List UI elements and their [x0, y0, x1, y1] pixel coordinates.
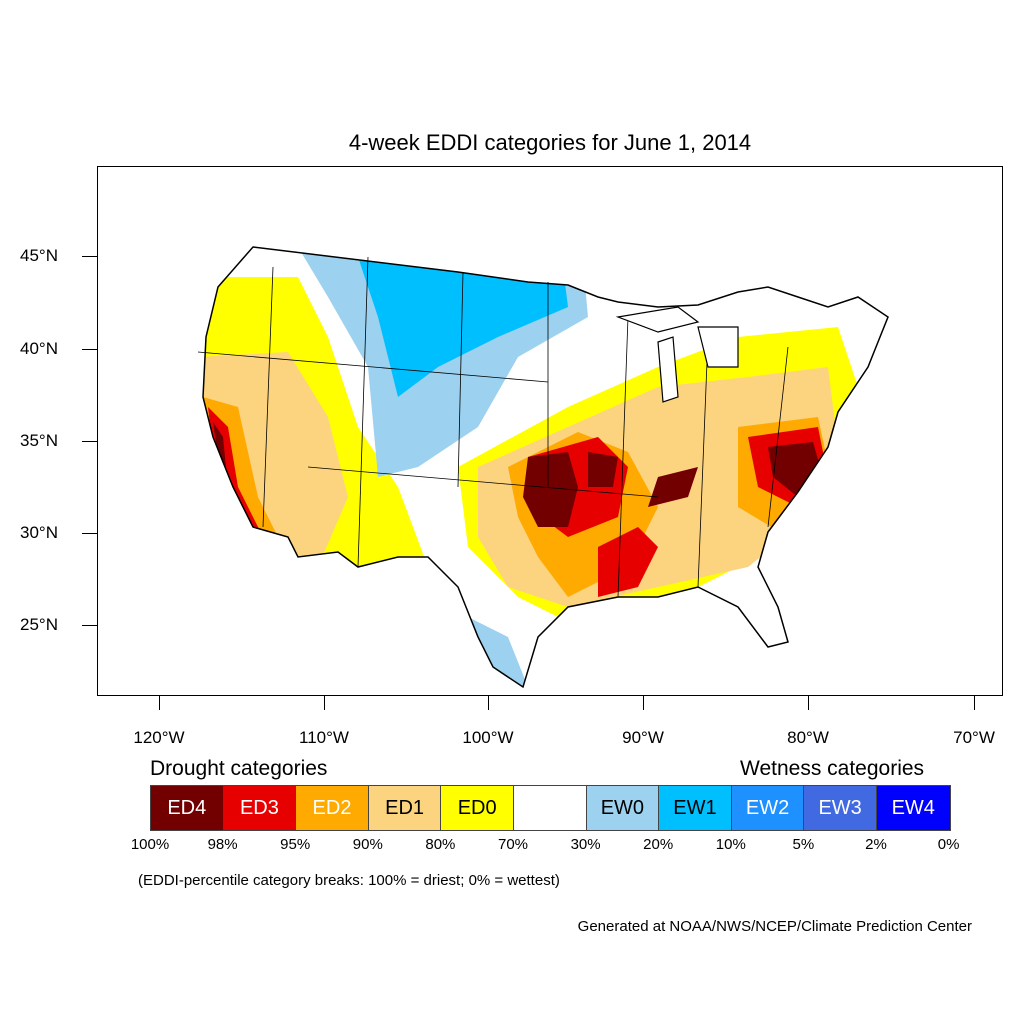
map-title: 4-week EDDI categories for June 1, 2014: [348, 130, 752, 155]
legend-swatch-ed2: ED2: [296, 786, 369, 830]
lon-tick: [324, 696, 325, 710]
lon-tick: [488, 696, 489, 710]
legend-break-label: 80%: [425, 836, 456, 853]
lat-tick: [82, 441, 97, 442]
legend-swatch-ew0: EW0: [586, 786, 660, 830]
lon-tick: [159, 696, 160, 710]
credit-line: Generated at NOAA/NWS/NCEP/Climate Predi…: [577, 918, 972, 935]
lat-label-30n: 30°N: [20, 523, 58, 542]
category-legend-bar: ED4 ED3 ED2 ED1 ED0 EW0 EW1 EW2 EW3 EW4: [150, 785, 951, 831]
wetness-categories-heading: Wetness categories: [740, 757, 925, 780]
northern-plains-ew2-region: [398, 207, 438, 237]
legend-break-label: 98%: [207, 836, 238, 853]
legend-break-label: 10%: [715, 836, 746, 853]
lon-label-110w: 110°W: [299, 728, 349, 747]
legend-break-label: 95%: [280, 836, 311, 853]
legend-swatch-ew4: EW4: [876, 786, 950, 830]
lon-tick: [974, 696, 975, 710]
northern-plains-ew1-region: [338, 247, 568, 397]
lat-tick: [82, 533, 97, 534]
legend-swatch-ed3: ED3: [223, 786, 297, 830]
lon-tick: [808, 696, 809, 710]
lon-label-90w: 90°W: [622, 728, 664, 747]
lat-label-40n: 40°N: [20, 339, 58, 358]
west-ed4-region: [213, 422, 226, 467]
lon-label-80w: 80°W: [787, 728, 829, 747]
lat-tick: [82, 625, 97, 626]
lon-label-120w: 120°W: [133, 728, 185, 747]
lon-tick: [643, 696, 644, 710]
lat-tick: [82, 256, 97, 257]
state-boundaries: [197, 256, 789, 598]
drought-categories-heading: Drought categories: [150, 757, 328, 780]
lat-label-45n: 45°N: [20, 246, 58, 265]
map-plot-area: [97, 166, 1003, 696]
legend-swatch-ed4: ED4: [151, 786, 224, 830]
legend-break-label: 20%: [643, 836, 674, 853]
legend-swatch-ew3: EW3: [804, 786, 877, 830]
missouri-ed4-region: [588, 452, 618, 487]
legend-swatch-ew1: EW1: [659, 786, 732, 830]
legend-break-label: 100%: [130, 836, 170, 853]
percentile-note: (EDDI-percentile category breaks: 100% =…: [138, 872, 560, 889]
legend-swatch-ew2: EW2: [731, 786, 805, 830]
legend-break-label: 0%: [937, 836, 960, 853]
lon-label-70w: 70°W: [953, 728, 995, 747]
great-lakes: [615, 306, 739, 403]
legend-break-label: 70%: [497, 836, 529, 853]
legend-break-label: 5%: [792, 836, 815, 853]
lower-mississippi-ed3-region: [598, 527, 658, 597]
legend-swatch-ed0: ED0: [441, 786, 514, 830]
legend-swatch-ed1: ED1: [368, 786, 442, 830]
oklahoma-ed4-region: [523, 452, 578, 527]
legend-break-label: 30%: [570, 836, 601, 853]
legend-break-label: 2%: [865, 836, 887, 853]
legend-break-label: 90%: [352, 836, 383, 853]
lat-label-35n: 35°N: [20, 431, 58, 450]
conus-outline: [202, 246, 889, 689]
lon-label-100w: 100°W: [462, 728, 514, 747]
lat-tick: [82, 349, 97, 350]
legend-swatch-neutral: [513, 786, 587, 830]
eddi-map: [197, 207, 889, 689]
tennessee-ed4-region: [648, 467, 698, 507]
lat-label-25n: 25°N: [20, 615, 58, 634]
